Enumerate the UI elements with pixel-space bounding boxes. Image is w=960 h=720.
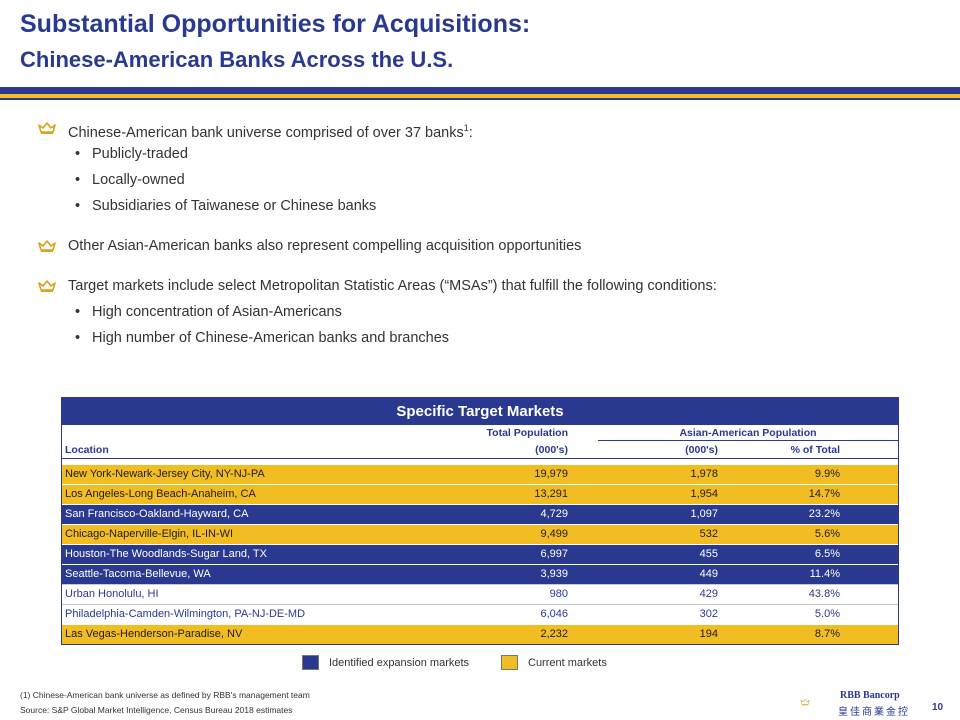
brand-name: RBB Bancorp (840, 690, 900, 701)
legend-current-label: Current markets (528, 657, 607, 669)
location-cell: Seattle-Tacoma-Bellevue, WA (65, 568, 211, 580)
asian-population-cell: 429 (699, 588, 718, 600)
total-population-cell: 19,979 (534, 468, 568, 480)
bullet-universe-text: Chinese-American bank universe comprised… (68, 124, 464, 141)
asian-population-cell: 1,097 (690, 508, 718, 520)
table-row: Houston-The Woodlands-Sugar Land, TX 6,99… (62, 544, 898, 564)
table-title: Specific Target Markets (62, 398, 898, 425)
header-total-units: (000's) (535, 444, 568, 456)
table-row: Chicago-Naperville-Elgin, IL-IN-WI 9,499 5… (62, 524, 898, 544)
pct-total-cell: 14.7% (808, 488, 840, 500)
location-cell: Las Vegas-Henderson-Paradise, NV (65, 628, 243, 640)
bullet-universe-colon: : (468, 124, 473, 141)
location-cell: Houston-The Woodlands-Sugar Land, TX (65, 548, 267, 560)
bullet-other-banks-text: Other Asian-American banks also represen… (68, 238, 582, 254)
pct-total-cell: 23.2% (808, 508, 840, 520)
header-pct-total: % of Total (790, 444, 840, 456)
total-population-cell: 6,046 (540, 608, 568, 620)
brand-chinese-name: 皇佳商業金控 (838, 707, 910, 718)
rbb-logo-crown (800, 698, 810, 706)
total-population-cell: 4,729 (540, 508, 568, 520)
table-row: San Francisco-Oakland-Hayward, CA 4,729 1,… (62, 504, 898, 524)
table-row: New York-Newark-Jersey City, NY-NJ-PA 19,… (62, 464, 898, 484)
header-group-rule (598, 440, 898, 441)
crown-icon (38, 240, 56, 252)
sub-bullet: High number of Chinese-American banks an… (38, 325, 918, 351)
header-asian-population: Asian-American Population (679, 427, 817, 439)
asian-population-cell: 1,978 (690, 468, 718, 480)
total-population-cell: 13,291 (534, 488, 568, 500)
pct-total-cell: 43.8% (808, 588, 840, 600)
total-population-cell: 980 (549, 588, 568, 600)
header-location: Location (65, 444, 109, 456)
total-population-cell: 6,997 (540, 548, 568, 560)
sub-bullet: Publicly-traded (38, 141, 918, 167)
bullet-universe: Chinese-American bank universe comprised… (38, 115, 918, 141)
legend-expansion-label: Identified expansion markets (329, 657, 470, 669)
crown-icon (38, 280, 56, 292)
bullet-list: Chinese-American bank universe comprised… (38, 115, 918, 351)
location-cell: Philadelphia-Camden-Wilmington, PA-NJ-DE… (65, 608, 306, 620)
legend-swatch-navy (302, 655, 319, 670)
table-row: Los Angeles-Long Beach-Anaheim, CA 13,291… (62, 484, 898, 504)
asian-population-cell: 455 (699, 548, 718, 560)
bullet-target-markets-text: Target markets include select Metropolit… (68, 278, 717, 294)
location-cell: Urban Honolulu, HI (65, 588, 159, 600)
location-cell: Los Angeles-Long Beach-Anaheim, CA (65, 488, 256, 500)
header-rule (62, 458, 898, 459)
table-row: Las Vegas-Henderson-Paradise, NV 2,232 194… (62, 624, 898, 644)
sub-bullet: Locally-owned (38, 167, 918, 193)
asian-population-cell: 194 (699, 628, 718, 640)
pct-total-cell: 11.4% (809, 568, 840, 580)
header-asian-units: (000's) (685, 444, 718, 456)
pct-total-cell: 9.9% (814, 468, 840, 480)
page-number: 10 (932, 702, 944, 713)
header-rule-navy-thin (0, 98, 960, 100)
header-total-population: Total Population (486, 427, 568, 439)
asian-population-cell: 302 (699, 608, 718, 620)
total-population-cell: 9,499 (540, 528, 568, 540)
sub-bullet: High concentration of Asian-Americans (38, 299, 918, 325)
table-row: Philadelphia-Camden-Wilmington, PA-NJ-DE… (62, 604, 898, 624)
location-cell: New York-Newark-Jersey City, NY-NJ-PA (65, 468, 265, 480)
header-rule-gold (0, 94, 960, 98)
footnote-ref: 1 (463, 123, 469, 133)
sub-bullet: Subsidiaries of Taiwanese or Chinese ban… (38, 193, 918, 219)
total-population-cell: 3,939 (540, 568, 568, 580)
bullet-target-markets: Target markets include select Metropolit… (38, 273, 918, 299)
pct-total-cell: 6.5% (814, 548, 840, 560)
asian-population-cell: 449 (699, 568, 718, 580)
legend-swatch-gold (501, 655, 518, 670)
table-row: Urban Honolulu, HI 980 429 43.8% (62, 584, 898, 604)
table-body: New York-Newark-Jersey City, NY-NJ-PA 19,… (62, 464, 898, 644)
page-subtitle: Chinese-American Banks Across the U.S. (20, 47, 454, 72)
source-note: Source: S&P Global Market Intelligence, … (20, 705, 293, 715)
location-cell: San Francisco-Oakland-Hayward, CA (65, 508, 249, 520)
target-markets-table: Specific Target Markets Total Population… (61, 397, 899, 645)
location-cell: Chicago-Naperville-Elgin, IL-IN-WI (65, 528, 234, 540)
asian-population-cell: 532 (699, 528, 718, 540)
table-row: Seattle-Tacoma-Bellevue, WA 3,939 449 11.4% (62, 564, 898, 584)
pct-total-cell: 8.7% (814, 628, 840, 640)
bullet-other-banks: Other Asian-American banks also represen… (38, 233, 918, 259)
page-title: Substantial Opportunities for Acquisitio… (20, 10, 531, 38)
pct-total-cell: 5.0% (814, 608, 840, 620)
table-header-row-2: Location (000's) (000's) % of Total (62, 442, 898, 459)
crown-icon (38, 122, 56, 134)
asian-population-cell: 1,954 (690, 488, 718, 500)
total-population-cell: 2,232 (540, 628, 568, 640)
footnote: (1) Chinese-American bank universe as de… (20, 690, 310, 700)
header-rule-navy (0, 87, 960, 94)
pct-total-cell: 5.6% (814, 528, 840, 540)
table-header-row-1: Total Population Asian-American Populati… (62, 425, 898, 442)
